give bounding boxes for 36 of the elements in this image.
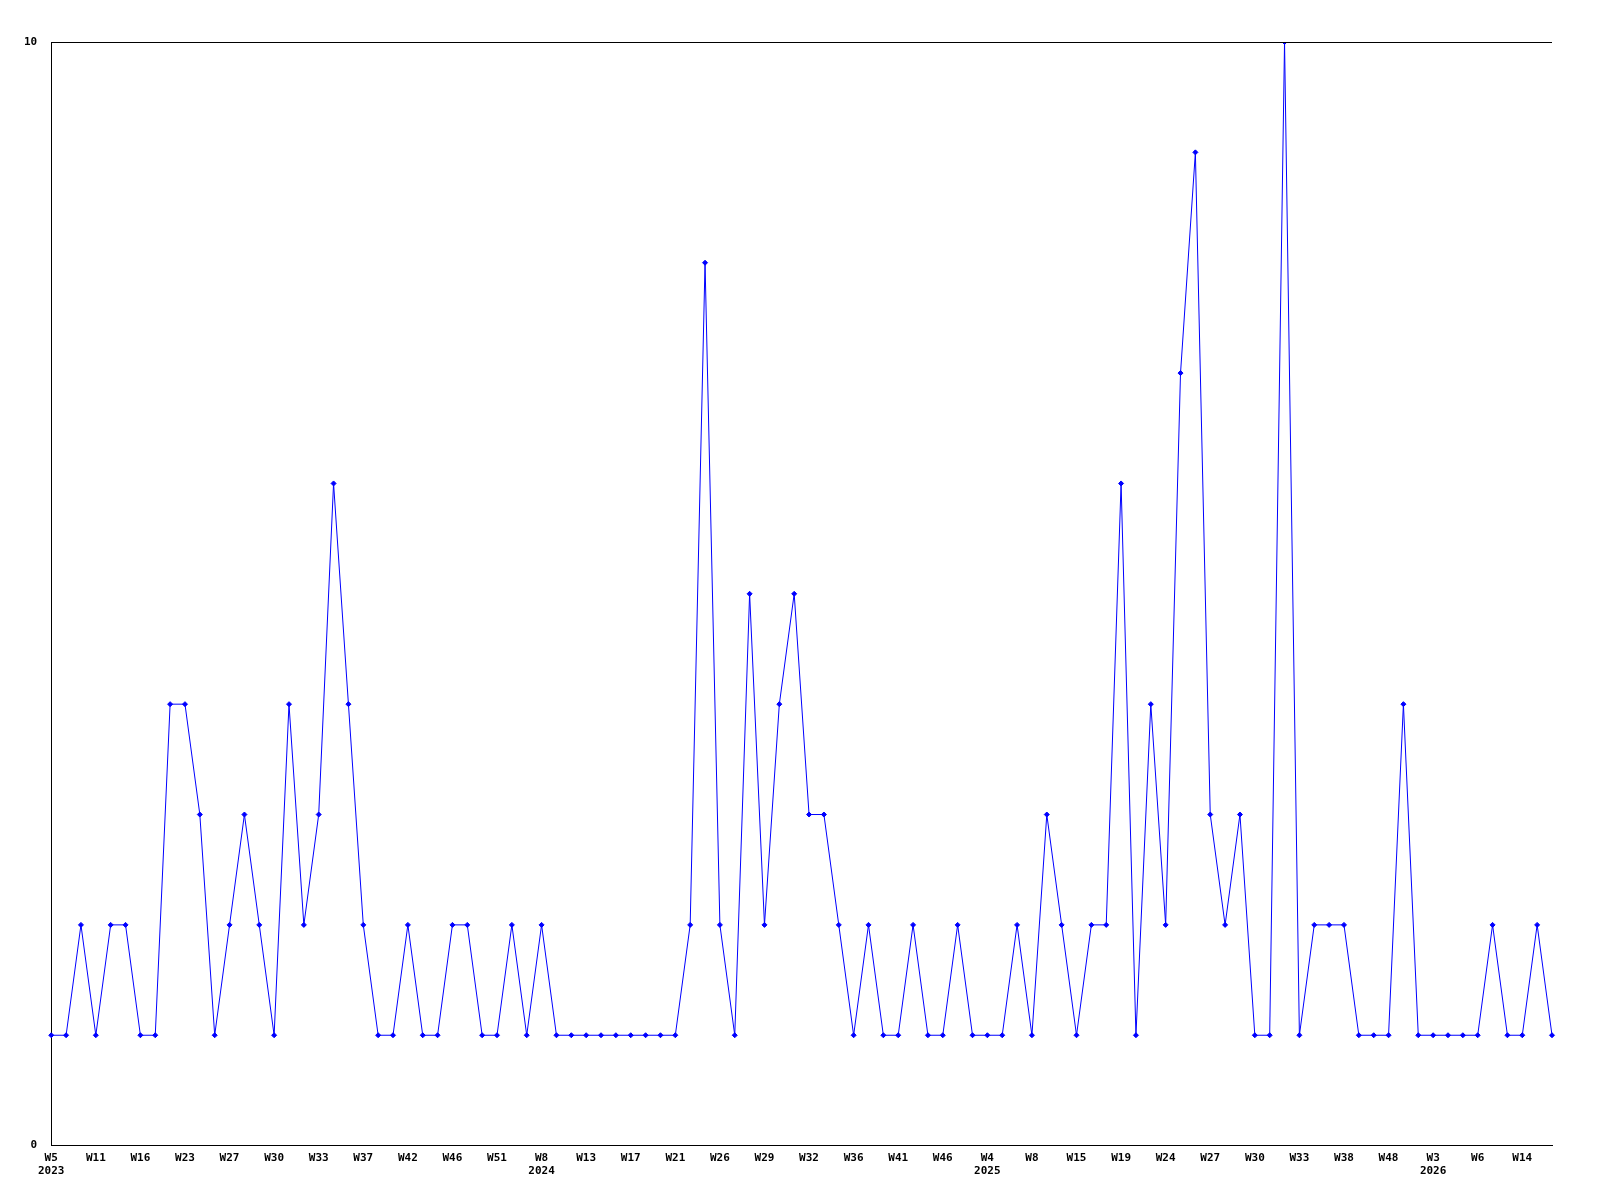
x-tick-label: W6	[1471, 1151, 1485, 1165]
y-tick-label: 10	[24, 34, 38, 48]
x-tick-label: W27	[219, 1151, 240, 1165]
x-tick-label: W41	[888, 1151, 909, 1165]
x-tick-label: W8	[1025, 1151, 1039, 1165]
x-tick-label: W29	[754, 1151, 775, 1165]
x-tick-label: W16	[130, 1151, 151, 1165]
x-tick-label: W15	[1066, 1151, 1087, 1165]
x-tick-label: W19	[1111, 1151, 1132, 1165]
x-tick-label: W33	[1289, 1151, 1310, 1165]
x-tick-label: W42	[397, 1151, 418, 1165]
x-tick-label: W11	[85, 1151, 107, 1165]
x-tick-label: W36	[843, 1151, 864, 1165]
x-tick-label: W51	[487, 1151, 508, 1165]
x-tick-label: W27	[1200, 1151, 1221, 1165]
x-tick-label: W32	[799, 1151, 819, 1165]
x-tick-label: W46	[442, 1151, 463, 1165]
x-tick-label: W37	[353, 1151, 374, 1165]
x-tick-label: W3 2026	[1419, 1151, 1447, 1178]
x-tick-label: W21	[665, 1151, 686, 1165]
x-tick-label: W26	[709, 1151, 731, 1165]
x-tick-label: W8 2024	[528, 1151, 556, 1178]
x-tick-label: W24	[1155, 1151, 1176, 1165]
x-tick-label: W23	[175, 1151, 195, 1165]
x-tick-label: W46	[932, 1151, 954, 1165]
x-tick-label: W38	[1334, 1151, 1354, 1165]
x-tick-label: W4 2025	[974, 1151, 1001, 1178]
x-tick-label: W33	[308, 1151, 329, 1165]
x-tick-label: W13	[576, 1151, 597, 1165]
x-tick-label: W17	[620, 1151, 641, 1165]
x-tick-label: W30	[264, 1151, 285, 1165]
x-tick-label: W48	[1378, 1151, 1399, 1165]
x-tick-label: W14	[1512, 1151, 1533, 1165]
x-tick-label: W5 2023	[38, 1151, 65, 1178]
x-tick-label: W30	[1244, 1151, 1265, 1165]
y-tick-label: 0	[30, 1138, 38, 1152]
